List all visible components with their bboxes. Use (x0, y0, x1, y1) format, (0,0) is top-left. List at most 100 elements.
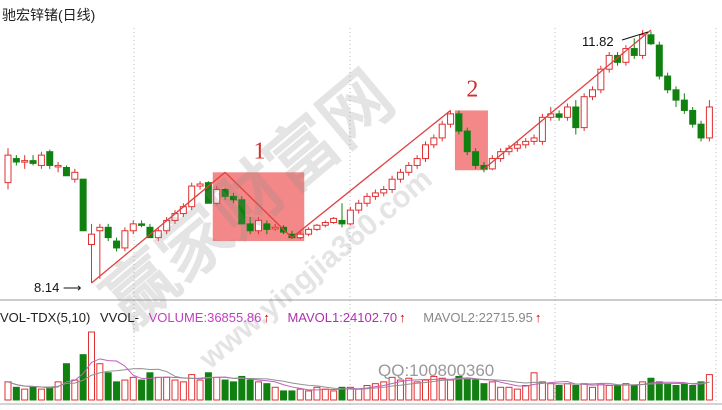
trend-line (224, 171, 293, 239)
low-price-label: 8.14 ⟶ (34, 280, 82, 295)
volume-bar (522, 384, 530, 401)
volume-bar (338, 386, 346, 401)
candle-body (639, 34, 647, 56)
volume-bar (388, 376, 396, 401)
volume-bar (513, 388, 521, 401)
candle-body (12, 158, 20, 163)
candle-body (697, 123, 705, 139)
volume-bar (672, 384, 680, 401)
candle-body (154, 230, 162, 239)
volume-bar (422, 379, 429, 401)
trend-line (483, 29, 652, 170)
high-price-label: 11.82 (582, 34, 614, 49)
volume-bar (472, 379, 480, 401)
volume-bar (647, 377, 655, 401)
candle-body (513, 144, 521, 149)
candle-body (96, 226, 104, 232)
candle-body (563, 106, 571, 118)
candle-body (37, 154, 45, 166)
volume-bar (639, 381, 647, 401)
candle-body (522, 140, 530, 146)
vol-indicator: VOL-TDX(5,10) (0, 310, 91, 325)
candle-body (138, 223, 146, 226)
volume-bar (488, 381, 496, 401)
volume-bar (622, 383, 630, 401)
volume-bar (238, 375, 246, 401)
candle-body (88, 233, 95, 245)
volume-bar (96, 363, 104, 401)
volume-bar (196, 379, 204, 401)
candle-body (680, 99, 688, 111)
volume-bar (697, 381, 705, 401)
volume-bar (113, 381, 121, 401)
volume-bar (204, 372, 212, 401)
candle-body (330, 217, 338, 223)
volume-header: VOL-TDX(5,10) VVOL- VOLUME:36855.86 ↑ MAV… (0, 310, 547, 325)
volume-bar (538, 381, 546, 401)
high-arrow (621, 31, 649, 41)
candle-body (664, 75, 672, 91)
volume-bar (221, 379, 229, 401)
volume-bar (271, 386, 279, 401)
volume-bar (447, 379, 455, 401)
candle-body (630, 48, 638, 56)
volume-value: VOLUME:36855.86 (148, 310, 262, 325)
volume-bar (163, 376, 171, 401)
candle-body (54, 164, 62, 168)
up-arrow-icon: ↑ (399, 310, 406, 325)
candle-body (238, 199, 246, 225)
candle-body (46, 151, 54, 166)
volume-bar (605, 384, 613, 401)
candle-body (580, 96, 588, 129)
candle-body (413, 158, 421, 166)
volume-bar (29, 386, 37, 401)
volume-bar (12, 386, 20, 401)
candle-body (530, 137, 538, 142)
candle-body (597, 68, 605, 91)
candle-body (463, 130, 471, 153)
mavol2-value: MAVOL2:22715.95 (423, 310, 533, 325)
volume-bar (46, 386, 54, 401)
candle-body (422, 144, 429, 160)
candle-body (104, 226, 112, 239)
candle-body (255, 219, 262, 232)
candle-body (204, 182, 212, 204)
volume-bar (689, 384, 697, 401)
candle-body (455, 113, 463, 132)
volume-bar (121, 379, 129, 401)
watermark-text: 赢家财富网 (90, 57, 408, 342)
volume-bar (505, 386, 513, 401)
volume-bar (4, 381, 12, 401)
candle-body (4, 154, 12, 184)
volume-bar (630, 384, 638, 401)
volume-bar (614, 384, 622, 401)
trend-line (91, 171, 226, 284)
volume-bar (313, 386, 321, 401)
volume-bar (79, 354, 87, 401)
volume-bar (37, 388, 45, 401)
volume-bar (655, 381, 663, 401)
volume-bar (255, 381, 262, 401)
candle-body (62, 167, 70, 177)
candle-body (371, 192, 379, 197)
vvol-label: VVOL- (99, 310, 139, 325)
volume-bar (179, 381, 187, 401)
candle-body (229, 195, 237, 201)
candle-body (614, 54, 622, 63)
volume-bar (138, 379, 146, 401)
candle-body (655, 44, 663, 77)
volume-bar (246, 379, 254, 401)
candle-body (705, 106, 713, 139)
volume-bar (330, 390, 338, 401)
up-arrow-icon: ↑ (263, 310, 270, 325)
volume-bar (705, 374, 713, 401)
volume-bar (572, 384, 580, 401)
volume-bar (396, 379, 404, 401)
volume-bar (680, 383, 688, 401)
volume-bar (463, 377, 471, 401)
mavol-line (7, 368, 710, 390)
candle-body (672, 89, 680, 101)
volume-bar (213, 376, 221, 401)
candle-body (29, 160, 37, 164)
